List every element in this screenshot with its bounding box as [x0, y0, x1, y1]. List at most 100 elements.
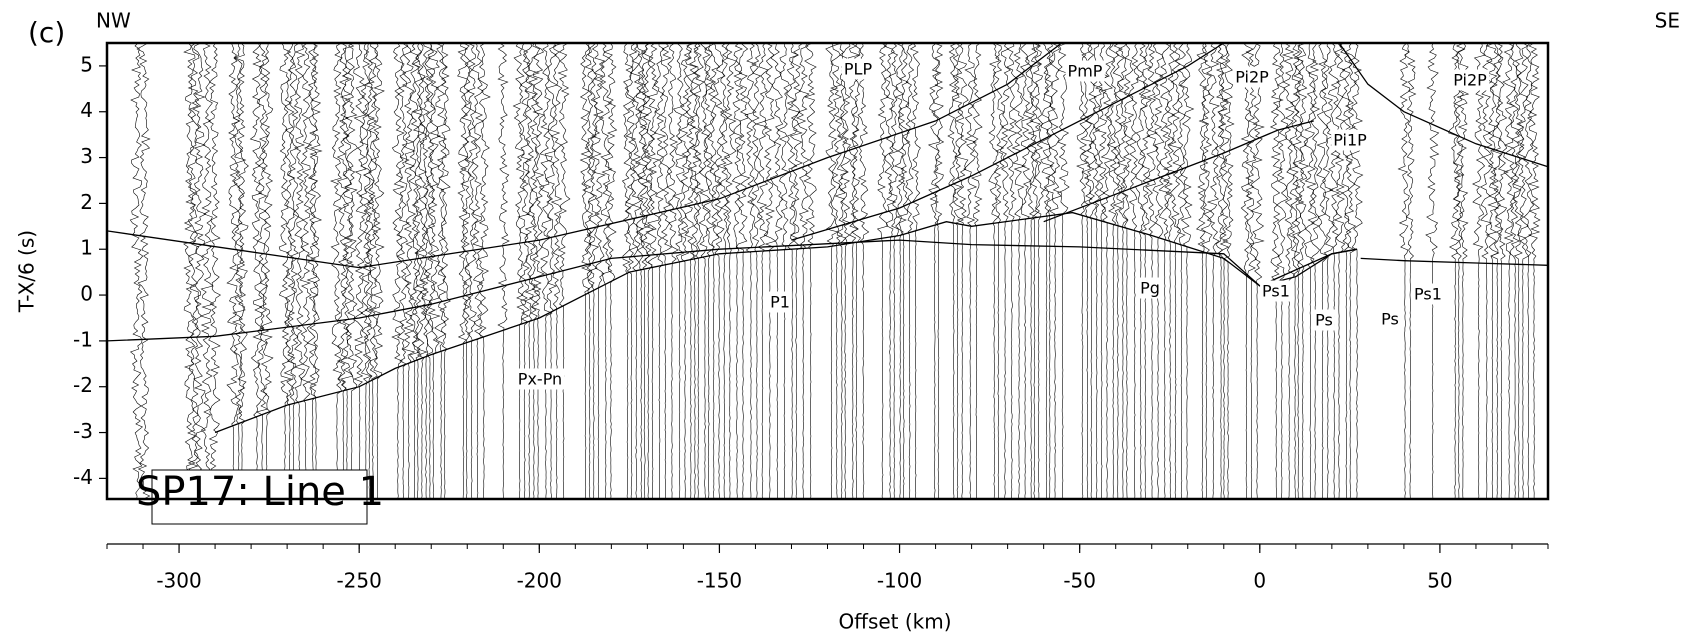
y-tick-label: 3: [80, 144, 93, 168]
label-box: [1138, 277, 1162, 299]
seismic-trace: [1200, 42, 1213, 500]
label-box: [1451, 69, 1490, 91]
seismic-trace: [640, 42, 656, 500]
seismic-trace: [1135, 42, 1147, 500]
seismic-trace: [183, 42, 197, 500]
seismic-trace: [1516, 42, 1529, 499]
seismic-trace: [847, 42, 861, 500]
seismic-trace: [796, 42, 810, 500]
seismic-trace: [1502, 42, 1516, 499]
seismic-trace: [517, 42, 532, 499]
label-box: [1331, 129, 1370, 151]
x-tick-label: 0: [1253, 569, 1266, 593]
seismic-trace: [538, 42, 553, 499]
seismic-trace: [401, 42, 416, 499]
seismic-trace: [1162, 42, 1178, 500]
seismic-trace: [666, 42, 679, 499]
seismic-trace: [993, 42, 1006, 500]
seismic-trace: [707, 42, 721, 500]
y-tick-label: -3: [73, 419, 93, 443]
travel-time-curve: [791, 42, 1225, 241]
x-tick-label: -250: [336, 569, 381, 593]
seismic-trace: [287, 42, 301, 500]
seismic-trace: [849, 42, 861, 500]
seismic-trace: [523, 42, 536, 500]
seismic-trace: [769, 42, 784, 500]
seismic-trace: [457, 42, 470, 500]
seismic-trace: [621, 42, 634, 500]
seismic-trace: [1291, 42, 1305, 500]
x-axis-label: Offset (km): [838, 610, 951, 634]
seismic-trace: [603, 42, 618, 500]
seismic-trace: [763, 42, 777, 500]
seismic-trace: [309, 42, 323, 500]
seismic-trace: [471, 42, 485, 500]
seismic-trace: [909, 42, 921, 500]
seismic-trace: [293, 42, 306, 500]
seismic-trace: [1339, 42, 1353, 500]
seismic-trace: [624, 42, 638, 500]
seismic-trace: [754, 42, 769, 500]
seismic-trace: [1479, 42, 1493, 500]
seismic-trace: [1296, 42, 1310, 500]
phase-label: Pi2P: [1235, 68, 1269, 87]
seismic-trace: [786, 42, 800, 500]
x-tick-label: -200: [517, 569, 562, 593]
seismic-trace: [1019, 42, 1032, 500]
travel-time-curve: [1043, 120, 1314, 223]
seismic-trace: [677, 42, 692, 500]
seismic-trace: [687, 42, 702, 500]
seismic-trace: [255, 42, 269, 500]
seismic-trace: [1179, 42, 1195, 500]
label-box: [1313, 309, 1335, 331]
seismic-trace: [557, 42, 571, 500]
seismic-trace: [1094, 42, 1109, 499]
seismic-trace: [1080, 42, 1095, 500]
seismic-trace: [1000, 42, 1012, 500]
seismic-trace: [1048, 42, 1063, 500]
phase-label: Pi1P: [1333, 131, 1367, 150]
seismic-trace: [1303, 42, 1317, 500]
seismic-trace: [876, 42, 889, 500]
seismic-trace: [437, 42, 451, 500]
seismic-trace: [208, 42, 221, 500]
phase-label: Ps: [1381, 310, 1399, 329]
seismic-trace: [1158, 42, 1171, 500]
seismic-trace: [258, 42, 274, 499]
seismic-trace: [582, 42, 596, 500]
seismic-trace: [750, 42, 763, 500]
y-tick-label: 4: [80, 98, 93, 122]
seismic-trace: [1100, 42, 1115, 500]
seismic-trace: [629, 42, 644, 500]
label-box: [1260, 280, 1292, 302]
seismic-trace: [278, 42, 293, 499]
seismic-trace: [723, 42, 737, 500]
seismic-trace: [988, 42, 1000, 500]
label-box: [768, 291, 792, 313]
title-box: [151, 469, 368, 525]
seismic-trace: [1333, 42, 1346, 500]
seismic-trace: [683, 42, 698, 500]
direction-left: NW: [96, 9, 131, 33]
seismic-trace: [370, 42, 385, 500]
seismic-trace: [1025, 42, 1038, 499]
seismic-trace: [391, 42, 405, 500]
seismic-trace: [1250, 42, 1265, 499]
seismic-trace: [591, 42, 606, 500]
seismic-trace: [1344, 42, 1357, 500]
seismic-trace: [306, 42, 319, 500]
seismic-trace: [1043, 42, 1056, 499]
seismic-trace: [587, 42, 600, 500]
seismic-trace: [232, 42, 247, 500]
seismic-trace: [645, 42, 660, 500]
seismic-trace: [1472, 42, 1486, 500]
phase-label: P1: [770, 293, 790, 312]
x-tick-label: 50: [1427, 569, 1452, 593]
seismic-trace: [1083, 42, 1097, 500]
seismic-trace: [1076, 42, 1089, 500]
seismic-trace: [834, 42, 849, 500]
seismic-trace: [857, 42, 870, 500]
seismic-trace: [249, 42, 264, 500]
seismic-trace: [1217, 42, 1230, 500]
